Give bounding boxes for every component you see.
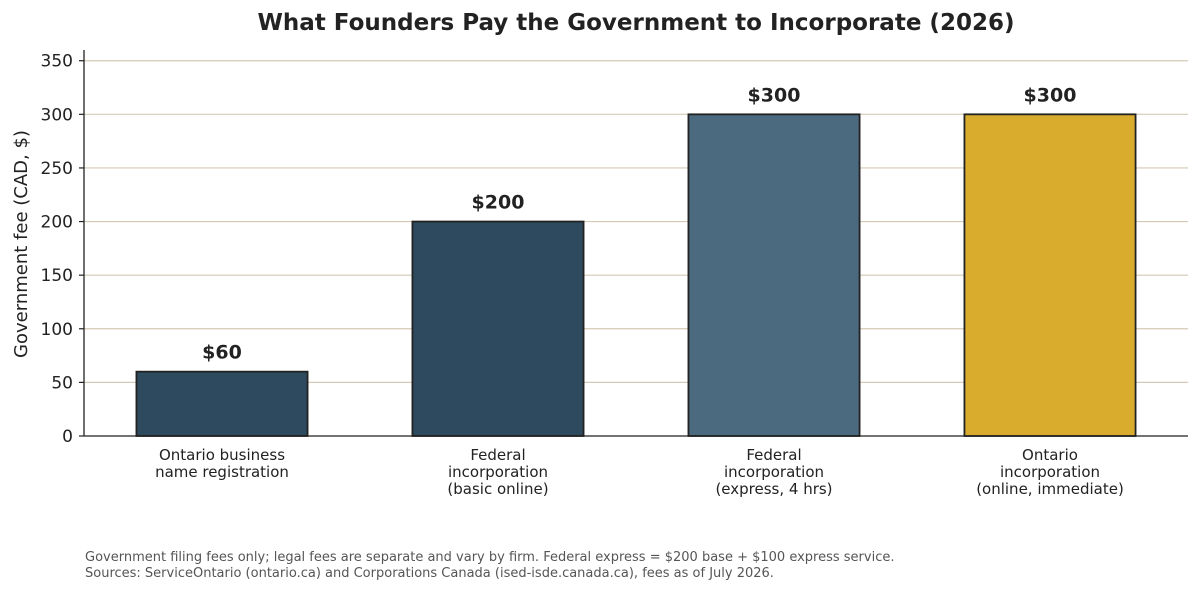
x-category-label-line: name registration: [155, 463, 289, 481]
data-label: $200: [472, 192, 525, 214]
x-category-label-line: Ontario: [1022, 446, 1078, 464]
x-category-label-line: incorporation: [448, 463, 548, 481]
y-tick-label: 250: [41, 159, 73, 179]
x-category-label: Federal incorporation (express, 4 hrs): [715, 446, 832, 498]
gridlines: [84, 60, 1188, 383]
category-labels: Ontario business name registration Federal…: [155, 446, 1124, 498]
bar: [963, 113, 1137, 437]
x-category-label-line: incorporation: [1000, 463, 1100, 481]
data-label: $300: [748, 84, 801, 106]
y-tick-label: 100: [41, 320, 73, 340]
y-tick-label: 350: [41, 52, 73, 72]
x-category-label-line: incorporation: [724, 463, 824, 481]
data-label: $300: [1024, 84, 1077, 106]
bar: [687, 113, 861, 437]
x-category-label: Federal incorporation (basic online): [447, 446, 548, 498]
y-tick-label: 150: [41, 266, 73, 286]
bars: [135, 113, 1137, 437]
x-category-label: Ontario business name registration: [155, 446, 289, 481]
x-category-label-line: (express, 4 hrs): [715, 480, 832, 498]
x-category-label-line: Ontario business: [159, 446, 285, 464]
x-category-label-line: (basic online): [447, 480, 548, 498]
bar: [411, 220, 585, 437]
x-category-label: Ontario incorporation (online, immediate): [976, 446, 1124, 498]
x-category-label-line: Federal: [746, 446, 801, 464]
y-tick-label: 300: [41, 105, 73, 125]
footnote-line-1: Government filing fees only; legal fees …: [85, 550, 894, 565]
data-labels: $60 $200 $300 $300: [202, 84, 1076, 363]
y-ticks: 0 50 100 150 200 250 300 350: [41, 52, 84, 447]
y-axis-label: Government fee (CAD, $): [11, 130, 32, 358]
y-tick-label: 0: [62, 427, 73, 447]
x-category-label-line: Federal: [470, 446, 525, 464]
y-tick-label: 50: [51, 373, 73, 393]
y-tick-label: 200: [41, 213, 73, 233]
footnote-line-2: Sources: ServiceOntario (ontario.ca) and…: [85, 566, 774, 581]
chart-title: What Founders Pay the Government to Inco…: [258, 10, 1015, 36]
data-label: $60: [202, 342, 242, 364]
bar: [135, 370, 309, 437]
x-category-label-line: (online, immediate): [976, 480, 1124, 498]
